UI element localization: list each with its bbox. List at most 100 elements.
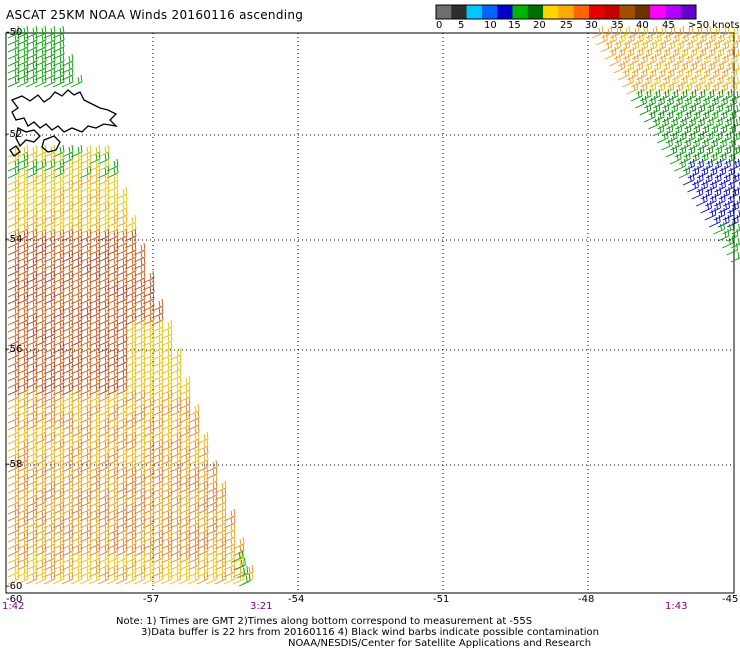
wind-barb xyxy=(7,67,20,81)
lat-label: -58 xyxy=(6,459,23,470)
wind-barb xyxy=(639,102,652,116)
wind-barb xyxy=(7,536,20,550)
wind-barb xyxy=(730,251,740,263)
wind-barb xyxy=(234,557,246,571)
wind-barb xyxy=(7,193,20,207)
wind-barb xyxy=(674,158,686,172)
legend-color-swatch xyxy=(588,5,605,19)
wind-barb xyxy=(239,573,251,587)
wind-barb xyxy=(7,186,20,200)
wind-barb xyxy=(16,571,29,585)
wind-barb xyxy=(70,571,83,585)
wind-barb xyxy=(187,571,200,585)
wind-barb xyxy=(7,74,20,88)
wind-barb xyxy=(7,424,20,438)
wind-barb xyxy=(7,431,20,445)
wind-barb xyxy=(648,116,660,130)
wind-barb xyxy=(7,529,20,543)
legend-label: 5 xyxy=(458,20,465,31)
wind-barb xyxy=(169,571,182,585)
wind-barb xyxy=(7,515,20,529)
wind-barb xyxy=(7,459,20,473)
wind-barb xyxy=(7,249,20,263)
wind-barb xyxy=(7,284,20,298)
wind-barb xyxy=(7,508,20,522)
legend-color-swatch xyxy=(512,5,529,19)
legend-color-swatch xyxy=(680,5,697,19)
wind-barb xyxy=(7,179,20,193)
note-line-3: NOAA/NESDIS/Center for Satellite Applica… xyxy=(288,638,592,649)
wind-barb xyxy=(604,46,617,60)
wind-barb xyxy=(7,60,20,74)
wind-barb xyxy=(7,452,20,466)
wind-barb xyxy=(626,81,639,95)
wind-barb xyxy=(7,298,20,312)
wind-barb xyxy=(7,473,20,487)
wind-barb xyxy=(7,256,20,270)
wind-barb xyxy=(591,25,604,39)
wind-barb xyxy=(643,109,656,123)
legend-label: 25 xyxy=(560,20,573,31)
wind-barb xyxy=(34,74,47,88)
wind-barb xyxy=(7,354,20,368)
wind-barb xyxy=(7,270,20,284)
pass-time-middle: 3:21 xyxy=(250,601,273,612)
wind-barb xyxy=(704,207,717,221)
legend-color-swatch xyxy=(481,5,498,19)
wind-barb xyxy=(656,130,669,144)
legend-color-swatch xyxy=(497,5,513,19)
lat-label: -60 xyxy=(6,581,23,592)
wind-barb xyxy=(7,487,20,501)
wind-swath-left xyxy=(7,25,254,587)
lat-label: -54 xyxy=(6,234,23,245)
wind-barb xyxy=(7,543,20,557)
wind-barb xyxy=(722,235,734,249)
wind-barb xyxy=(726,242,738,256)
legend-color-swatch xyxy=(619,5,636,19)
lon-label: -57 xyxy=(143,594,160,605)
wind-barb xyxy=(678,165,691,179)
wind-barb xyxy=(61,571,74,585)
wind-barb xyxy=(7,333,20,347)
legend-label: 40 xyxy=(636,20,649,31)
wind-barb xyxy=(34,571,47,585)
wind-barb xyxy=(7,494,20,508)
lat-label: -56 xyxy=(6,344,23,355)
wind-barb xyxy=(160,571,173,585)
wind-barb xyxy=(106,571,119,585)
wind-barb xyxy=(7,53,20,67)
wind-barb xyxy=(7,291,20,305)
wind-barb xyxy=(7,501,20,515)
wind-barb xyxy=(7,340,20,354)
wind-barb xyxy=(7,382,20,396)
wind-barb xyxy=(16,74,29,88)
wind-barb xyxy=(142,571,155,585)
legend-color-swatch xyxy=(650,5,666,19)
wind-barb xyxy=(52,74,65,88)
wind-barb xyxy=(665,144,678,158)
wind-barb xyxy=(596,32,608,46)
wind-barb xyxy=(7,158,20,172)
lon-label: -45 xyxy=(722,594,739,605)
wind-barb xyxy=(7,550,20,564)
wind-barb xyxy=(7,32,20,46)
wind-barb xyxy=(7,480,20,494)
wind-barb xyxy=(7,438,20,452)
wind-barb xyxy=(52,571,65,585)
wind-barb xyxy=(133,571,146,585)
legend-color-swatch xyxy=(604,5,621,19)
wind-barb xyxy=(687,179,699,193)
legend-label: >50 knots xyxy=(688,20,740,31)
wind-barb xyxy=(7,564,20,578)
wind-barb xyxy=(7,389,20,403)
legend-color-bar xyxy=(435,4,697,20)
legend-color-swatch xyxy=(634,5,651,19)
wind-barb xyxy=(7,403,20,417)
wind-barb xyxy=(7,214,20,228)
wind-barb xyxy=(7,361,20,375)
map-title: ASCAT 25KM NOAA Winds 20160116 ascending xyxy=(6,8,304,22)
wind-barb xyxy=(7,46,20,60)
wind-swath-right xyxy=(591,25,740,263)
wind-barb xyxy=(630,88,643,102)
pass-time-right: 1:43 xyxy=(665,601,688,612)
